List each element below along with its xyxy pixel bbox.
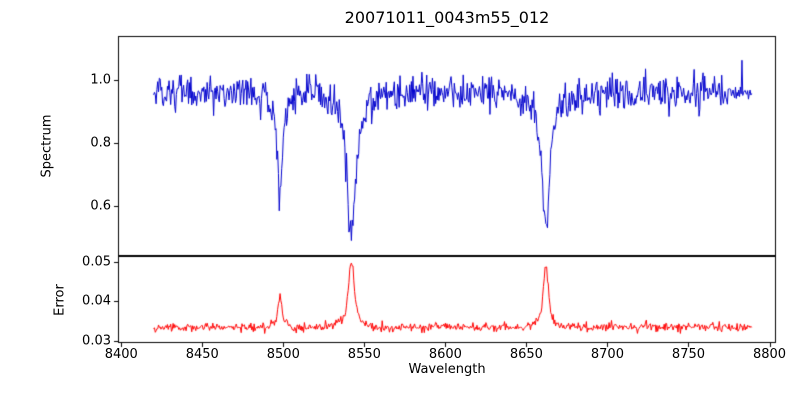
error-y-axis-label: Error [52, 284, 68, 316]
spectrum-y-axis-label: Spectrum [39, 114, 55, 178]
chart-title: 20071011_0043m55_012 [344, 8, 550, 27]
x-axis-label: Wavelength [408, 362, 486, 377]
